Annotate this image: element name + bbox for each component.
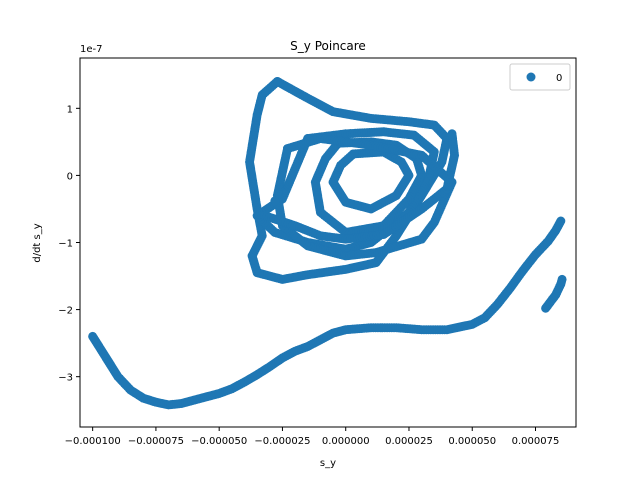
data-point <box>283 144 293 154</box>
legend-label: 0 <box>556 73 562 84</box>
data-point <box>556 216 566 226</box>
x-tick-label: 0.000000 <box>322 436 370 447</box>
data-point <box>557 274 567 284</box>
y-tick-label: 1 <box>67 104 73 115</box>
plot-area <box>88 76 567 410</box>
chart-title: S_y Poincare <box>290 39 366 53</box>
data-point <box>348 149 358 159</box>
y-tick-label: 0 <box>67 171 73 182</box>
x-tick-label: −0.000050 <box>191 436 247 447</box>
y-tick-label: −2 <box>58 306 73 317</box>
x-axis: −0.000100 −0.000075 −0.000050 −0.000025 0.00… <box>65 427 560 447</box>
y-axis-label: d/dt s_y <box>32 223 43 262</box>
data-point <box>270 196 280 206</box>
x-tick-label: 0.000075 <box>512 436 560 447</box>
x-tick-label: 0.000050 <box>448 436 496 447</box>
legend-box <box>509 63 571 91</box>
x-tick-label: −0.000075 <box>128 436 184 447</box>
scatter-points <box>88 76 567 410</box>
legend: 0 <box>509 63 571 91</box>
legend-marker <box>526 72 536 82</box>
x-tick-label: 0.000025 <box>385 436 433 447</box>
y-tick-label: −1 <box>58 239 73 250</box>
x-tick-label: −0.000100 <box>65 436 121 447</box>
y-axis: −3 −2 −1 0 1 <box>58 104 80 384</box>
y-tick-label: −3 <box>58 373 73 384</box>
x-axis-label: s_y <box>320 458 336 469</box>
y-offset-text: 1e-7 <box>80 44 103 55</box>
data-point <box>272 76 282 86</box>
x-tick-label: −0.000025 <box>254 436 310 447</box>
data-point <box>447 129 457 139</box>
